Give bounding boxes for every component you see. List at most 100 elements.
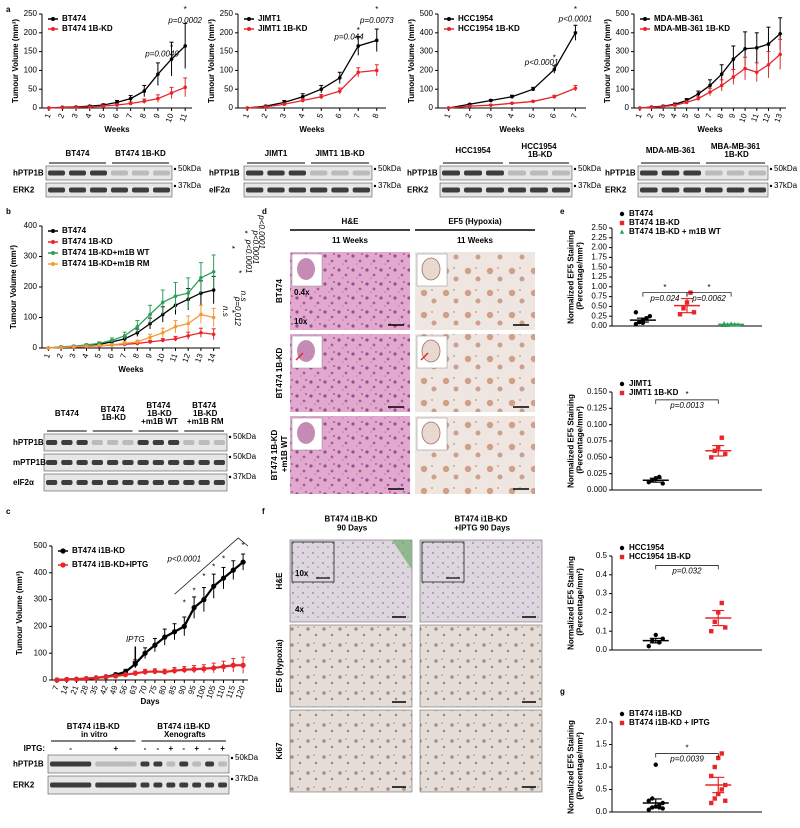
y-tick-label: 400 [34, 568, 48, 577]
y-tick-label: 100 [220, 66, 234, 75]
point [148, 340, 152, 344]
x-tick-label: 56 [118, 684, 130, 696]
blot-band [246, 170, 264, 176]
y-tick-label: 1.25 [591, 272, 607, 281]
text-line: +m1B WT [280, 435, 289, 474]
x-tick-label: 9 [152, 112, 162, 120]
series-line [48, 271, 214, 349]
blot-band [179, 782, 189, 788]
blot-band [95, 761, 137, 767]
text-line: BT474 [146, 401, 171, 410]
kda-marker: 37kDa [233, 472, 257, 481]
point [135, 340, 140, 344]
x-tick-label: 4 [297, 112, 307, 120]
point [54, 677, 60, 683]
x-tick-label: 7 [352, 112, 362, 120]
y-tick-label: 2.0 [596, 717, 608, 726]
blot-band [683, 187, 701, 193]
column-title: BT474 i1B-KD 90 Days [325, 515, 378, 533]
annotation: p<0.0001 [524, 58, 559, 67]
point [156, 72, 160, 76]
blot-row-label: mPTP1B [13, 458, 46, 467]
point [230, 662, 236, 668]
annotation: p=0.012 [233, 296, 242, 327]
point [696, 92, 701, 96]
y-tick-label: 0.3 [596, 589, 608, 598]
y-tick-label: 50 [224, 84, 233, 93]
blot-band [442, 187, 460, 193]
magnification: 10x [295, 569, 309, 578]
blot-band [748, 187, 766, 193]
inset-tissue [421, 339, 441, 363]
y-tick-label: 1.5 [596, 740, 608, 749]
blot-row-label: hPTP1B [605, 169, 636, 178]
blot-band [69, 187, 86, 193]
magnification: 10x [294, 317, 308, 326]
row-label: Ki67 [275, 742, 284, 759]
text-line: (Percentage/mm²) [576, 406, 585, 476]
lane-label: - [69, 744, 72, 753]
x-tick-label: 8 [716, 112, 726, 120]
blot-band [640, 170, 658, 176]
point [709, 800, 714, 806]
blot-band [153, 761, 163, 767]
histology-image [289, 709, 413, 793]
bracket [655, 565, 719, 570]
x-tick-label: 4 [669, 112, 679, 120]
blot-band [331, 170, 349, 176]
point [723, 798, 728, 803]
point [211, 269, 216, 274]
y-tick-label: 100 [616, 84, 630, 93]
blot-row-label: hPTP1B [13, 760, 44, 769]
annotation: * [574, 5, 577, 14]
blot-strip [47, 754, 230, 774]
y-tick-label: 150 [24, 47, 38, 56]
blot-band [552, 170, 570, 176]
legend-label: BT474 i1B-KD+IPTG [72, 560, 148, 569]
panel-label: a [6, 5, 11, 14]
y-tick-label: 300 [34, 595, 48, 604]
text-line: 90 Days [335, 524, 368, 533]
y-tick-label: 0.75 [591, 292, 607, 301]
annotation: p=0.032 [671, 567, 702, 576]
point [673, 103, 677, 107]
kda-marker: 50kDa [578, 164, 602, 173]
point [97, 343, 102, 348]
blot-band [46, 480, 58, 485]
point [754, 70, 759, 75]
y-tick-label: 0.2 [596, 608, 608, 617]
y-tick-label: 0.100 [587, 420, 608, 429]
y-tick-label: 150 [220, 47, 234, 56]
blot-band [288, 187, 306, 193]
y-axis-label: Normalized EF5 Staining (Percentage/mm²) [567, 394, 585, 488]
blot-band [183, 480, 195, 485]
text-line: +m1B RM [185, 417, 224, 426]
point [186, 334, 191, 338]
bracket [655, 399, 719, 404]
annotation: * [222, 555, 225, 564]
legend-label: BT474 [62, 14, 87, 23]
blot-band [310, 170, 328, 176]
x-tick-label: 90 [177, 684, 189, 696]
x-tick-label: 11 [178, 112, 189, 123]
y-tick-label: 0 [33, 343, 38, 352]
point [122, 334, 127, 338]
point [211, 288, 216, 292]
point [766, 42, 771, 46]
point [374, 38, 379, 43]
y-tick-label: 250 [24, 9, 38, 18]
blot-band [50, 782, 92, 788]
legend-label: BT474 1B-KD+m1B RM [62, 259, 150, 268]
y-tick-label: 300 [616, 47, 630, 56]
blot-header: BT474 [55, 409, 80, 418]
point [684, 100, 689, 105]
annotation: p<0.0001 [244, 239, 253, 274]
point [709, 773, 714, 779]
blot-band [267, 187, 285, 193]
point [723, 451, 728, 457]
blot-header: MDA-MB-361 [646, 146, 696, 155]
annotation: p=0.0040 [144, 50, 179, 59]
blot-band [726, 187, 745, 193]
blot-band [748, 170, 766, 176]
